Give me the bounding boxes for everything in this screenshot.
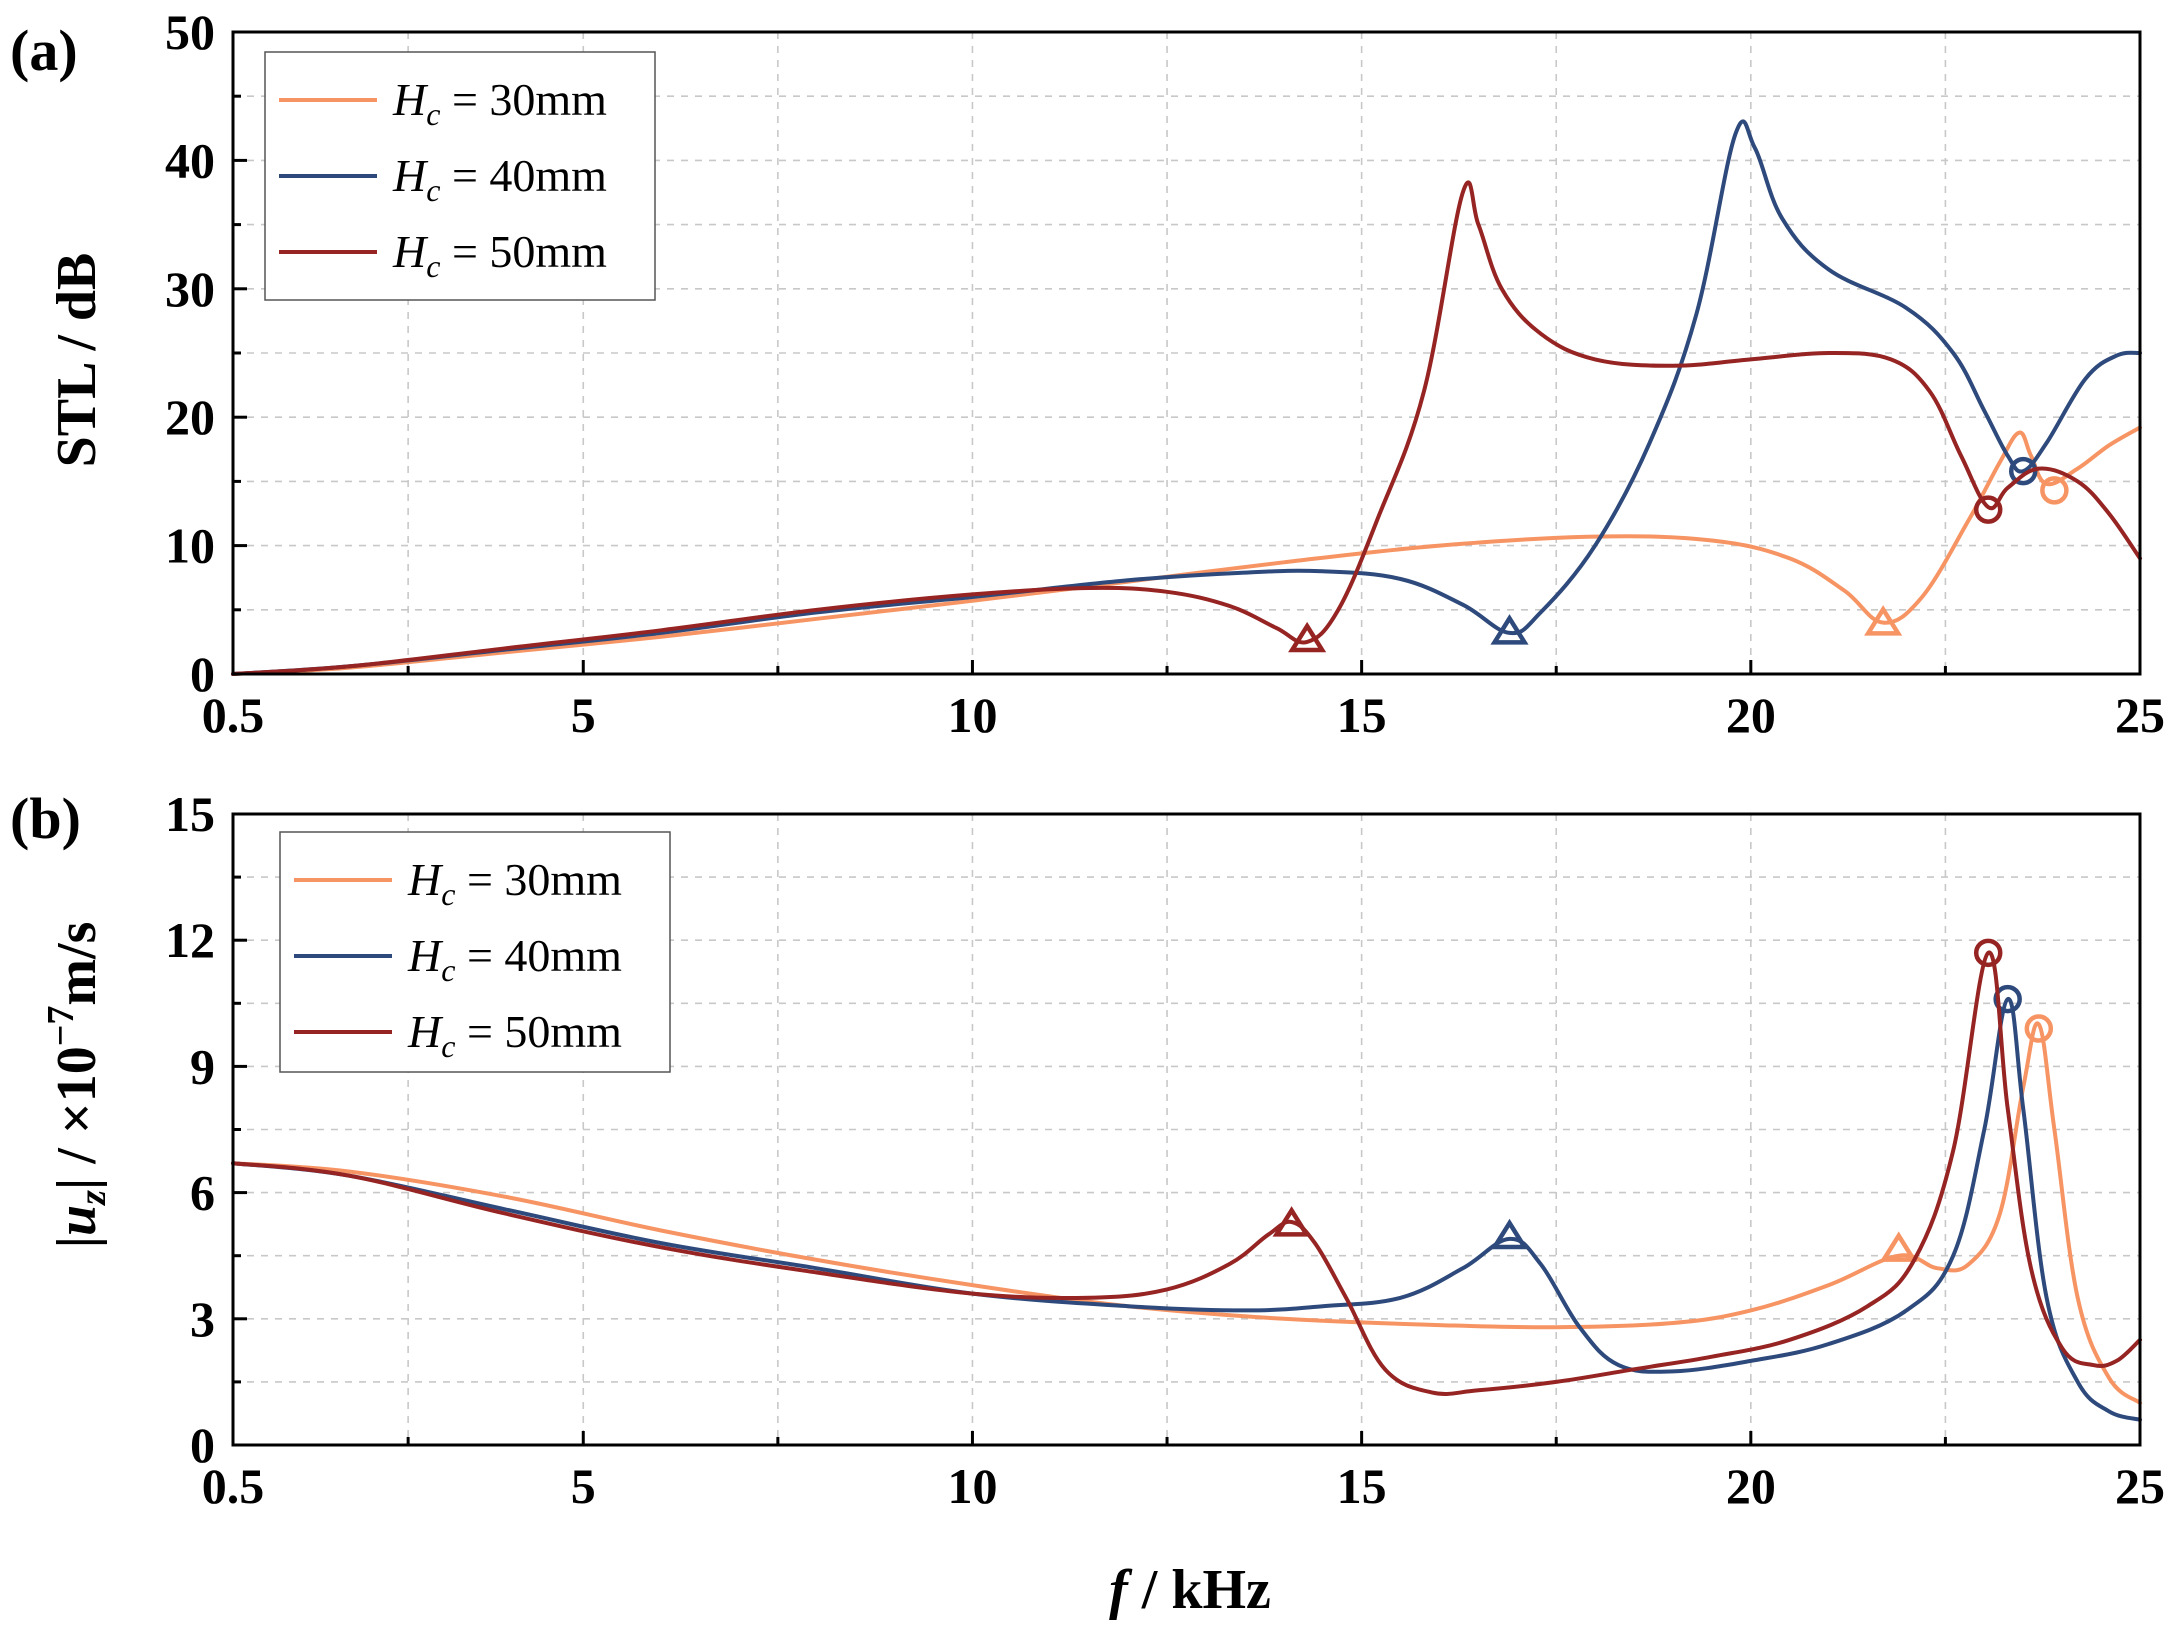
series-line-H30 bbox=[231, 1021, 2142, 1405]
triangle-marker-H40 bbox=[1490, 614, 1529, 645]
panel-a-stl-chart: 0.5 5 10 15 20 25 0 10 20 30 40 50 (a) STL / dB Hc … bbox=[10, 4, 2165, 743]
y-tick-label: 20 bbox=[165, 389, 215, 445]
circle-marker-H30 bbox=[2040, 476, 2069, 505]
panel-b-grid bbox=[233, 814, 2140, 1445]
x-tick-label: 15 bbox=[1337, 1458, 1387, 1514]
triangle-marker-H30 bbox=[1879, 1231, 1918, 1262]
triangle-marker-H50 bbox=[1272, 1206, 1311, 1237]
ylabel-b-sup: −7 bbox=[40, 1006, 82, 1047]
legend-label: Hc = 40mm bbox=[407, 930, 622, 988]
y-tick-label: 6 bbox=[190, 1165, 215, 1221]
x-axis-title: f / kHz bbox=[1109, 1559, 1271, 1621]
legend-label-value: = 40mm bbox=[440, 150, 607, 201]
panel-a-y-axis-title: STL / dB bbox=[46, 253, 108, 468]
legend-label-sub: c bbox=[441, 876, 455, 912]
legend-label: Hc = 30mm bbox=[407, 854, 622, 912]
y-tick-label: 10 bbox=[165, 518, 215, 574]
circle-marker-H30 bbox=[2024, 1014, 2054, 1043]
x-tick-label: 25 bbox=[2115, 1458, 2165, 1514]
legend-label-sub: c bbox=[426, 248, 440, 284]
ylabel-b-bar-right: | bbox=[46, 1178, 108, 1190]
x-tick-label: 20 bbox=[1726, 687, 1776, 743]
legend-label-h: H bbox=[392, 150, 429, 201]
legend-label-value: = 30mm bbox=[455, 854, 622, 905]
panel-b-y-axis-title: |uz| / ×10−7m/s bbox=[40, 922, 114, 1249]
x-tick-label: 25 bbox=[2115, 687, 2165, 743]
x-tick-label: 0.5 bbox=[202, 687, 265, 743]
legend-label-h: H bbox=[407, 930, 444, 981]
legend-label-h: H bbox=[392, 226, 429, 277]
ylabel-b-mid: / ×10 bbox=[46, 1046, 108, 1177]
y-tick-label: 12 bbox=[165, 912, 215, 968]
legend-label-sub: c bbox=[441, 1028, 455, 1064]
circle-marker-H50 bbox=[1973, 938, 2003, 968]
panel-b-series bbox=[231, 938, 2142, 1422]
x-tick-label: 5 bbox=[571, 687, 596, 743]
legend-label: Hc = 50mm bbox=[407, 1006, 622, 1064]
legend-label-sub: c bbox=[426, 96, 440, 132]
legend-label-value: = 50mm bbox=[455, 1006, 622, 1057]
circle-marker-H40 bbox=[1993, 984, 2022, 1014]
legend-label: Hc = 40mm bbox=[392, 150, 607, 208]
x-tick-label: 20 bbox=[1726, 1458, 1776, 1514]
triangle-marker-H30 bbox=[1864, 605, 1903, 636]
y-tick-label: 15 bbox=[165, 786, 215, 842]
legend-label-value: = 50mm bbox=[440, 226, 607, 277]
x-axis-title-unit: / kHz bbox=[1128, 1559, 1271, 1621]
legend-label: Hc = 30mm bbox=[392, 74, 607, 132]
legend-label-sub: c bbox=[426, 172, 440, 208]
ylabel-b-sub: z bbox=[72, 1190, 114, 1207]
panel-b-ticks: 0.5 5 10 15 20 25 0 3 6 9 12 15 bbox=[165, 786, 2165, 1514]
x-tick-label: 10 bbox=[947, 1458, 997, 1514]
legend-label-h: H bbox=[407, 1006, 444, 1057]
x-tick-label: 15 bbox=[1337, 687, 1387, 743]
y-tick-label: 0 bbox=[190, 1417, 215, 1473]
series-line-H40 bbox=[231, 997, 2142, 1422]
x-tick-label: 10 bbox=[947, 687, 997, 743]
legend-label: Hc = 50mm bbox=[392, 226, 607, 284]
y-tick-label: 40 bbox=[165, 132, 215, 188]
y-tick-label: 30 bbox=[165, 261, 215, 317]
y-tick-label: 0 bbox=[190, 646, 215, 702]
ylabel-b-u: u bbox=[46, 1205, 108, 1236]
series-line-H50 bbox=[231, 180, 2142, 676]
ylabel-b-bar-left: | bbox=[46, 1236, 108, 1248]
triangle-marker-H40 bbox=[1490, 1218, 1529, 1250]
legend-label-sub: c bbox=[441, 952, 455, 988]
panel-b-label: (b) bbox=[10, 786, 81, 851]
legend-label-value: = 40mm bbox=[455, 930, 622, 981]
panel-a-label: (a) bbox=[10, 18, 78, 83]
triangle-marker-H50 bbox=[1288, 621, 1327, 653]
y-tick-label: 9 bbox=[190, 1038, 215, 1094]
circle-marker-H50 bbox=[1973, 495, 2003, 524]
legend-label-h: H bbox=[407, 854, 444, 905]
legend-label-value: = 30mm bbox=[440, 74, 607, 125]
series-line-H40 bbox=[231, 119, 2142, 676]
panel-a-series bbox=[231, 119, 2142, 676]
x-tick-label: 5 bbox=[571, 1458, 596, 1514]
x-tick-label: 0.5 bbox=[202, 1458, 265, 1514]
y-tick-label: 3 bbox=[190, 1291, 215, 1347]
panel-a-ticks: 0.5 5 10 15 20 25 0 10 20 30 40 50 bbox=[165, 4, 2165, 743]
series-line-H30 bbox=[231, 425, 2142, 676]
legend-label-h: H bbox=[392, 74, 429, 125]
series-line-H50 bbox=[231, 950, 2142, 1396]
ylabel-b-unit: m/s bbox=[46, 922, 108, 1006]
panel-a-grid bbox=[233, 32, 2140, 674]
y-tick-label: 50 bbox=[165, 4, 215, 60]
